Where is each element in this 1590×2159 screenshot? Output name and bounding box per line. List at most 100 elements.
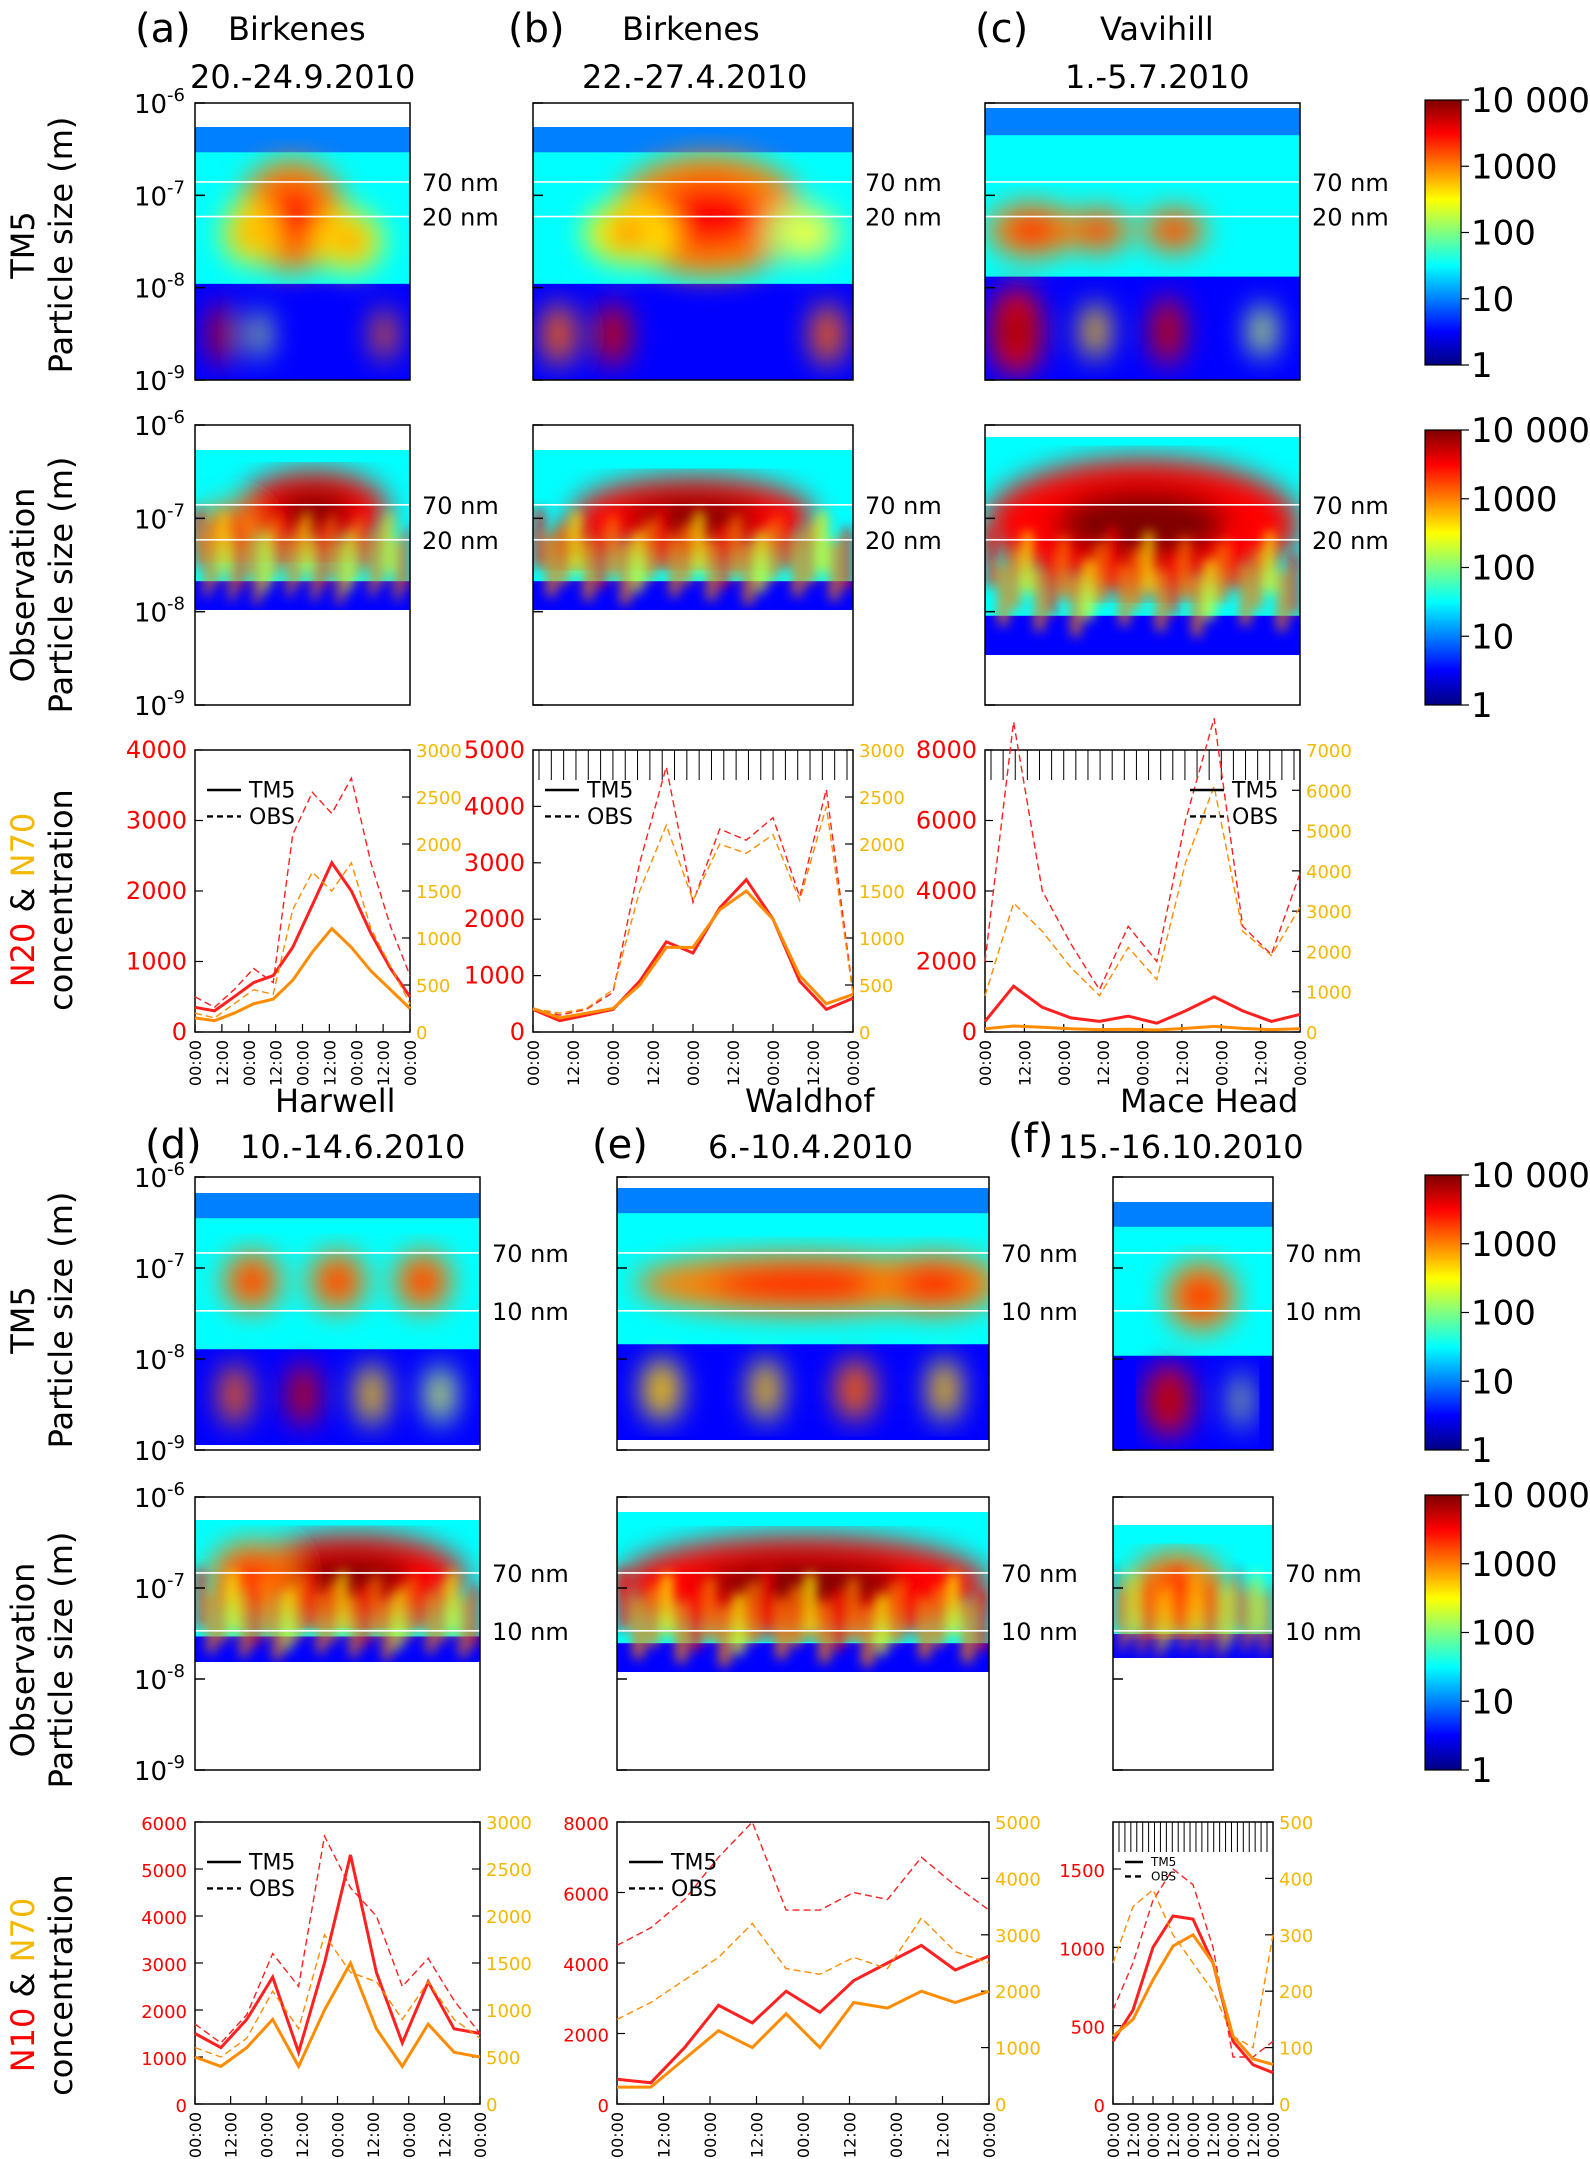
time-axis-label: 00:00 [844, 1040, 863, 1086]
heatmap-streak [361, 1585, 369, 1646]
svg-text:(b): (b) [508, 6, 565, 52]
left-axis-label: 1000 [464, 962, 525, 990]
heatmap-streak [470, 1585, 479, 1646]
time-axis-label: 12:00 [1173, 1040, 1192, 1086]
heatmap-blob-core [295, 1377, 312, 1412]
svg-text:Particle size (m): Particle size (m) [42, 1192, 80, 1449]
heatmap-streak [987, 526, 995, 587]
time-axis-label: 00:00 [400, 2112, 419, 2158]
heatmap-streak [287, 536, 293, 596]
series-obs-n70 [984, 783, 1301, 997]
heatmap-tm5-d: 70 nm 10 nm 10-6 10-7 10-8 10-9 [134, 1159, 569, 1467]
heatmap-frame [616, 1176, 990, 1451]
heatmap-streak [977, 1590, 987, 1650]
heatmap-streak [339, 1571, 347, 1632]
time-axis-label: 12:00 [267, 1040, 286, 1086]
heatmap-streak [948, 1574, 958, 1634]
heatmap-streak [891, 1582, 901, 1642]
colorbar-3: 10 000 1000 100 10 1 [1424, 1156, 1590, 1471]
left-axis-label: 1000 [141, 2049, 187, 2070]
heatmap-streak [279, 508, 285, 568]
time-axis-label: 00:00 [1224, 2112, 1243, 2158]
svg-text:6.-10.4.2010: 6.-10.4.2010 [708, 1128, 913, 1166]
heatmap-streak [1144, 1584, 1149, 1645]
svg-text:Particle size (m): Particle size (m) [42, 1532, 80, 1789]
heatmap-streak [1241, 565, 1250, 626]
colorbar-tick-label: 10 [1471, 1682, 1514, 1722]
heatmap-streak [662, 1574, 672, 1634]
chart-frame [532, 749, 854, 1033]
heatmap-blob-core [710, 1267, 896, 1301]
heatmap-blob-core [549, 317, 568, 352]
heatmap-blob-core [1255, 316, 1270, 347]
right-axis-label: 2000 [995, 1982, 1041, 2003]
svg-text:(d): (d) [145, 1122, 202, 1168]
heatmap-blob-core [254, 320, 265, 349]
heatmap-blob-core [378, 320, 391, 349]
left-axis-label: 2000 [464, 905, 525, 933]
time-axis-label: 00:00 [1212, 1040, 1231, 1086]
heatmap-streak [237, 528, 244, 588]
legend-obs-label: OBS [249, 805, 295, 830]
series-tm5-n70 [984, 1024, 1301, 1032]
heatmap-streak [427, 1592, 435, 1653]
heatmap-streak [1200, 1594, 1205, 1655]
heatmap-blob-core [1236, 1384, 1246, 1417]
colorbar-tick-label: 1 [1471, 686, 1493, 726]
heatmap-streak [848, 1578, 858, 1638]
row-label-conc-top: N20 & N70 concentration [4, 789, 80, 1011]
svg-text:Vavihill: Vavihill [1100, 10, 1214, 48]
svg-text:1.-5.7.2010: 1.-5.7.2010 [1065, 58, 1250, 96]
heatmap-streak [733, 1594, 744, 1654]
heatmap-streak [303, 512, 310, 572]
heatmap-streak [394, 540, 401, 600]
right-axis-label: 4000 [995, 1869, 1041, 1890]
heatmap-blob-core [1088, 316, 1103, 347]
heatmap-streak [328, 1582, 336, 1643]
size-axis-label: 10-6 [134, 1159, 185, 1194]
heatmap-streak [1243, 1591, 1248, 1652]
heatmap-blob-core [604, 317, 622, 352]
heatmap-streak [312, 540, 318, 600]
right-axis-label: 0 [859, 1023, 870, 1044]
time-axis-label: 12:00 [1204, 2112, 1223, 2158]
svg-text:(e): (e) [592, 1122, 648, 1168]
time-axis-label: 12:00 [374, 1040, 393, 1086]
colorbar-gradient [1424, 99, 1462, 366]
heatmap-streak [270, 520, 277, 580]
colorbar-tick-label: 1000 [1471, 480, 1558, 520]
heatmap-streak [1249, 1581, 1254, 1642]
size-label-low: 20 nm [422, 204, 499, 232]
time-axis-label: 00:00 [887, 2112, 906, 2158]
heatmap-blob-core [432, 1377, 448, 1412]
heatmap-streak [403, 528, 409, 588]
series-tm5-n70 [532, 889, 854, 1020]
svg-text:Harwell: Harwell [275, 1082, 395, 1120]
colorbar-gradient [1424, 1494, 1462, 1771]
right-axis-label: 0 [486, 2095, 497, 2116]
size-label-70nm: 70 nm [1285, 1240, 1362, 1268]
size-label-70nm: 70 nm [1312, 492, 1389, 520]
heatmap-streak [1265, 532, 1274, 593]
heatmap-streak [559, 524, 568, 584]
series-tm5-n70 [1112, 1932, 1274, 2066]
heatmap-blob-core [1181, 1277, 1221, 1316]
heatmap-streak [596, 528, 605, 588]
svg-text:22.-27.4.2010: 22.-27.4.2010 [582, 58, 807, 96]
colorbar-tick-label: 10 [1471, 617, 1514, 657]
heatmap-streak [328, 516, 335, 576]
heatmap-streak [1108, 526, 1117, 587]
left-axis-label: 4000 [916, 877, 977, 905]
legend-tm5-label: TM5 [1150, 1855, 1176, 1869]
heatmap-streak [1206, 1584, 1211, 1645]
left-axis-label: 8000 [916, 736, 977, 764]
svg-text:Particle size (m): Particle size (m) [42, 457, 80, 714]
heatmap-streak [196, 1568, 205, 1629]
time-axis-label: 00:00 [186, 2112, 205, 2158]
time-axis-label: 12:00 [1124, 2112, 1143, 2158]
heatmap-streak [204, 536, 211, 596]
legend-obs-label: OBS [1232, 805, 1278, 830]
heatmap-streak [212, 524, 219, 584]
time-axis-label: 12:00 [564, 1040, 583, 1086]
